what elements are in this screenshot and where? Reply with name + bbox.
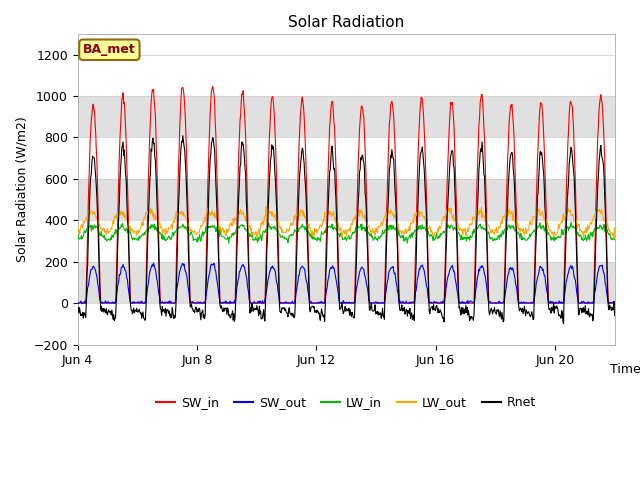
- SW_out: [74, 300, 81, 306]
- LW_in: [567, 219, 575, 225]
- LW_out: [262, 204, 270, 210]
- SW_in: [508, 102, 516, 108]
- Rnet: [93, 196, 100, 202]
- LW_in: [93, 224, 100, 230]
- Rnet: [298, 145, 306, 151]
- LW_in: [379, 228, 387, 234]
- LW_out: [508, 208, 516, 214]
- SW_in: [611, 300, 618, 306]
- Bar: [77, 96, 614, 137]
- Rnet: [611, 313, 618, 319]
- LW_in: [508, 223, 516, 229]
- Line: LW_in: LW_in: [77, 222, 614, 243]
- SW_in: [93, 160, 100, 166]
- Rnet: [201, 316, 209, 322]
- LW_in: [200, 229, 208, 235]
- LW_in: [611, 237, 618, 242]
- SW_out: [150, 260, 157, 266]
- SW_out: [201, 300, 209, 306]
- LW_out: [379, 223, 387, 228]
- SW_in: [209, 84, 216, 89]
- SW_in: [379, 300, 387, 306]
- Rnet: [560, 321, 568, 326]
- LW_out: [298, 207, 306, 213]
- LW_in: [298, 221, 306, 227]
- Rnet: [508, 150, 516, 156]
- LW_in: [74, 235, 81, 241]
- SW_out: [508, 267, 516, 273]
- SW_out: [611, 300, 618, 305]
- SW_in: [270, 103, 278, 109]
- LW_out: [611, 225, 618, 231]
- Title: Solar Radiation: Solar Radiation: [288, 15, 404, 30]
- SW_in: [200, 300, 208, 306]
- Rnet: [179, 133, 187, 139]
- Line: SW_out: SW_out: [77, 263, 614, 303]
- Line: LW_out: LW_out: [77, 207, 614, 239]
- Legend: SW_in, SW_out, LW_in, LW_out, Rnet: SW_in, SW_out, LW_in, LW_out, Rnet: [151, 391, 541, 414]
- LW_in: [270, 224, 278, 230]
- Line: Rnet: Rnet: [77, 136, 614, 324]
- LW_out: [610, 236, 618, 241]
- X-axis label: Time: Time: [610, 363, 640, 376]
- Rnet: [270, 147, 278, 153]
- SW_in: [74, 300, 81, 306]
- Text: BA_met: BA_met: [83, 43, 136, 56]
- SW_out: [379, 300, 387, 306]
- SW_out: [93, 274, 100, 280]
- LW_in: [225, 240, 233, 246]
- SW_out: [270, 266, 278, 272]
- LW_out: [93, 214, 100, 220]
- Bar: [77, 262, 614, 303]
- LW_out: [74, 229, 81, 235]
- Y-axis label: Solar Radiation (W/m2): Solar Radiation (W/m2): [15, 116, 28, 262]
- SW_in: [298, 94, 306, 100]
- Line: SW_in: SW_in: [77, 86, 614, 303]
- Bar: [77, 179, 614, 220]
- LW_out: [270, 215, 278, 220]
- Rnet: [379, 305, 387, 311]
- Rnet: [74, 306, 81, 312]
- SW_out: [298, 263, 306, 269]
- LW_out: [200, 219, 208, 225]
